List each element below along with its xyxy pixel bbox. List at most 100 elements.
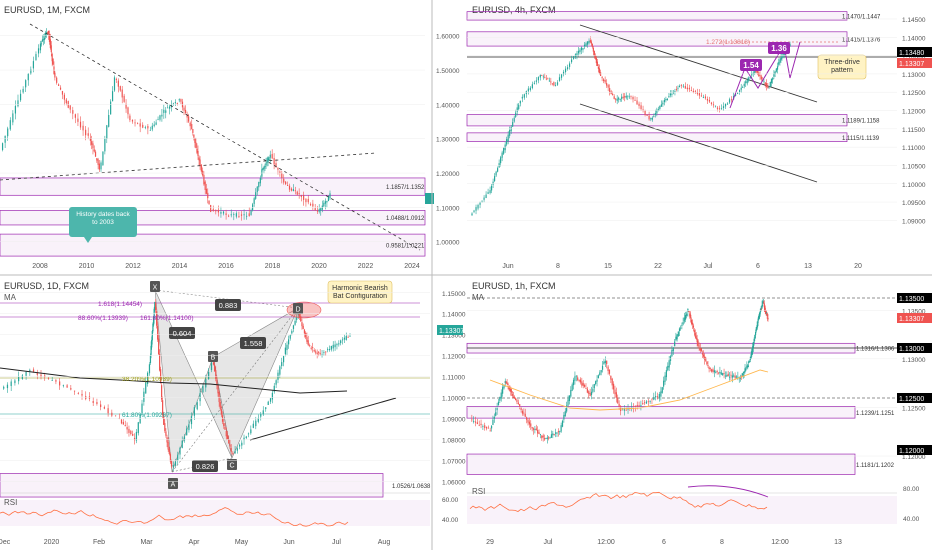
candle-body <box>294 320 296 325</box>
note-history: History dates back to 2003 <box>69 207 137 243</box>
candle-body <box>550 81 552 83</box>
candle-body <box>572 56 575 59</box>
x-tick-label: 2014 <box>172 263 188 270</box>
price-tag <box>425 193 434 204</box>
candle-body <box>492 419 494 425</box>
candle-body <box>568 63 571 67</box>
candle-body <box>326 200 328 203</box>
candle-body <box>217 384 219 394</box>
candle-body <box>301 322 303 327</box>
candle-body <box>323 352 325 353</box>
price-tag-text: 1.13307 <box>899 61 924 68</box>
candle-body <box>755 70 757 73</box>
support-resistance-zone <box>0 233 426 257</box>
y-tick-label: 1.13000 <box>442 333 466 340</box>
candle-body <box>149 129 151 131</box>
candle-body <box>545 438 547 439</box>
candle-body <box>758 315 760 319</box>
candle-body <box>497 168 499 172</box>
candle-body <box>312 347 314 348</box>
candle-body <box>290 188 293 191</box>
candle-body <box>552 433 554 436</box>
candle-body <box>334 344 336 348</box>
candle-body <box>638 405 640 407</box>
candle-body <box>684 86 686 89</box>
candle-body <box>338 343 340 345</box>
candle-body <box>659 105 661 109</box>
candle-body <box>542 435 544 438</box>
candle-body <box>108 114 110 127</box>
candle-body <box>257 418 259 422</box>
candle-body <box>615 392 617 398</box>
level-tag-text: 1.12000 <box>899 448 924 455</box>
rsi-tick-label: 80.00 <box>903 486 920 493</box>
candle-body <box>764 306 766 310</box>
candle-body <box>504 381 506 384</box>
x-tick-label: Aug <box>378 539 391 546</box>
candle-body <box>250 429 252 434</box>
candle-body <box>598 68 600 74</box>
candle-body <box>287 339 290 345</box>
candle-body <box>769 81 771 87</box>
candle-body <box>711 369 713 372</box>
candle-body <box>296 191 298 195</box>
candle-body <box>502 387 504 394</box>
candle-body <box>186 114 188 118</box>
candle-body <box>525 91 527 95</box>
y-tick-label: 1.10000 <box>902 182 926 189</box>
candle-body <box>738 89 741 93</box>
candle-body <box>97 159 99 165</box>
pattern-point-label: A <box>171 482 176 489</box>
x-tick-label: 15 <box>604 263 612 270</box>
candle-body <box>783 54 785 56</box>
candle-body <box>157 326 159 340</box>
candle-body <box>197 150 199 156</box>
level-tag-text: 1.12500 <box>899 396 924 403</box>
candle-body <box>282 356 285 363</box>
candle-body <box>588 40 590 44</box>
pattern-point-c <box>227 459 237 470</box>
candle-body <box>10 381 12 387</box>
candle-body <box>634 405 636 407</box>
zone-label: 1.1239/1.1251 <box>856 411 895 417</box>
candle-body <box>690 319 693 324</box>
candle-body <box>708 99 711 102</box>
y-tick-label: 1.50000 <box>436 68 460 75</box>
candle-body <box>745 81 747 84</box>
candle-body <box>512 396 515 398</box>
candle-body <box>680 84 682 86</box>
candle-body <box>506 139 508 145</box>
candle-body <box>281 173 283 178</box>
level-tag <box>897 343 932 353</box>
candle-body <box>603 79 605 82</box>
candle-body <box>156 311 158 326</box>
candle-body <box>624 96 626 98</box>
candle-body <box>733 375 735 377</box>
candle-body <box>235 213 237 217</box>
candle-body <box>142 124 144 128</box>
y-tick-label: 1.09000 <box>442 417 466 424</box>
candle-body <box>157 119 159 121</box>
candle-body <box>720 108 723 110</box>
candle-body <box>500 157 502 164</box>
candle-body <box>47 31 49 33</box>
candle-body <box>177 454 179 461</box>
y-tick-label: 1.13000 <box>902 357 926 364</box>
candle-body <box>566 67 569 70</box>
support-resistance-zone <box>466 132 848 142</box>
candle-body <box>313 350 315 352</box>
candle-body <box>559 431 561 433</box>
candle-body <box>688 87 690 90</box>
candle-body <box>681 325 683 326</box>
candle-body <box>661 387 663 393</box>
candle-body <box>238 444 241 447</box>
candle-body <box>668 96 670 98</box>
candle-body <box>597 375 600 379</box>
candle-body <box>122 422 124 425</box>
candle-body <box>51 380 53 381</box>
pattern-ad <box>171 307 299 473</box>
candle-body <box>740 87 742 90</box>
candle-body <box>146 372 149 384</box>
candle-body <box>243 437 245 441</box>
